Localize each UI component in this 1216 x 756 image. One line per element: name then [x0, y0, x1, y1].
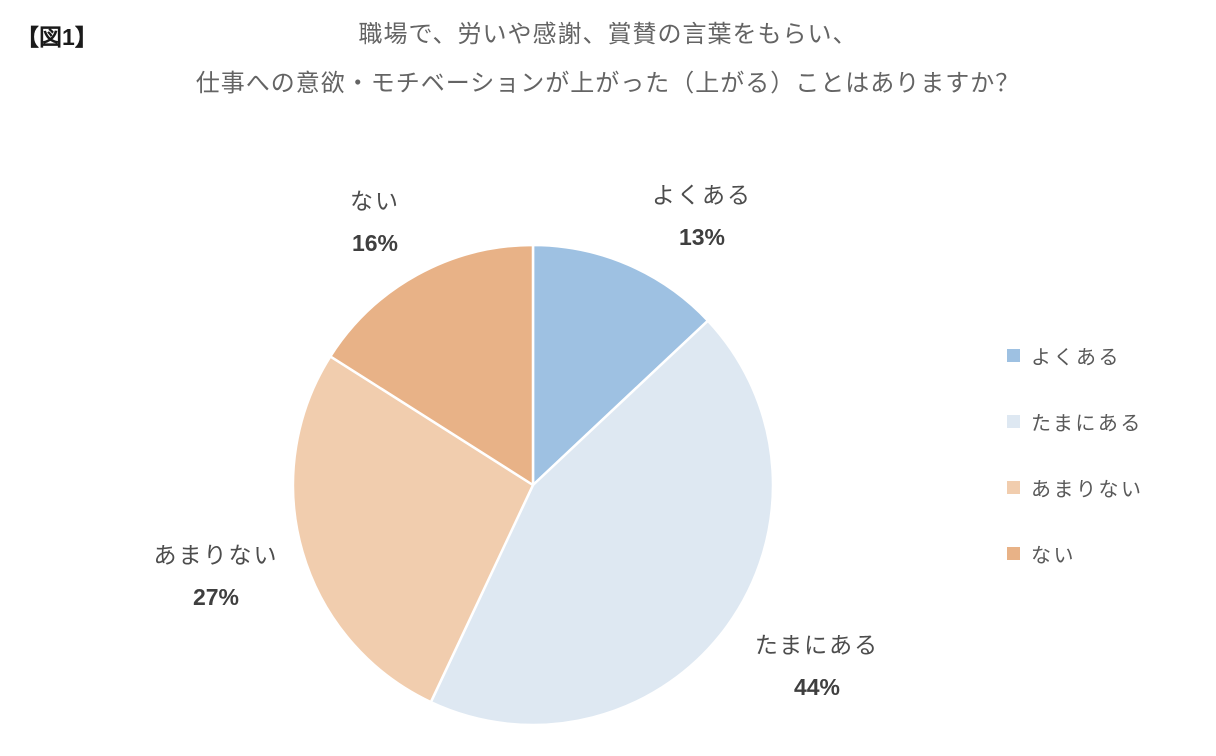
chart-title-line-1: 職場で、労いや感謝、賞賛の言葉をもらい、	[358, 21, 858, 48]
legend-swatch-icon	[1007, 414, 1020, 428]
legend-item-3: ない	[1007, 539, 1144, 567]
slice-category-label: よくある	[652, 182, 752, 208]
slice-percent-label: 44%	[793, 674, 841, 700]
legend-label: よくある	[1031, 346, 1121, 369]
slice-percent-label: 16%	[351, 230, 399, 256]
legend-label: ない	[1031, 544, 1076, 567]
pie-slice-3	[329, 243, 535, 487]
slice-category-label: たまにある	[754, 632, 880, 658]
legend-swatch-icon	[1007, 348, 1020, 362]
chart-title-line-2: 仕事への意欲・モチベーションが上がった（上がる）ことはありますか？	[195, 70, 1021, 97]
slice-label-often: よくある 13%	[652, 180, 752, 252]
pie-slice-1	[429, 319, 775, 727]
legend-label: あまりない	[1031, 478, 1144, 501]
legend-swatch-icon	[1007, 480, 1020, 494]
slice-label-never: ない 16%	[350, 186, 400, 258]
figure-label: 【図1】	[16, 24, 98, 50]
pie-chart	[291, 243, 775, 727]
legend-item-2: あまりない	[1007, 473, 1144, 501]
slice-label-rarely: あまりない 27%	[154, 540, 279, 612]
legend-label: たまにある	[1031, 412, 1143, 435]
pie-slice-0	[531, 243, 710, 487]
legend: よくあるたまにあるあまりないない	[1007, 341, 1144, 605]
slice-percent-label: 13%	[678, 224, 726, 250]
slice-category-label: ない	[350, 188, 400, 214]
legend-item-0: よくある	[1007, 341, 1144, 369]
pie-slice-2	[291, 355, 535, 704]
legend-item-1: たまにある	[1007, 407, 1144, 435]
chart-title: 職場で、労いや感謝、賞賛の言葉をもらい、 仕事への意欲・モチベーションが上がった…	[0, 10, 1216, 108]
legend-swatch-icon	[1007, 546, 1020, 560]
slice-category-label: あまりない	[153, 542, 279, 568]
slice-percent-label: 27%	[192, 584, 240, 610]
slice-label-sometimes: たまにある 44%	[755, 630, 879, 702]
